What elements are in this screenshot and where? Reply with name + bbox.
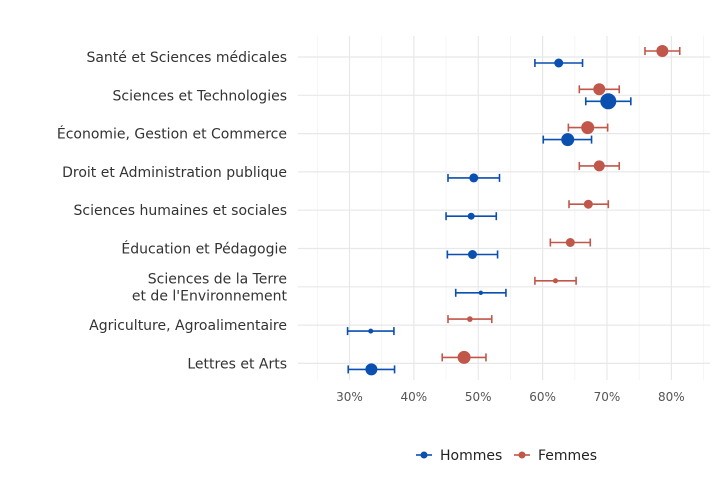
legend-item-femmes: Femmes <box>514 448 597 464</box>
data-point <box>656 45 669 57</box>
data-point <box>467 316 473 322</box>
data-point <box>554 58 564 68</box>
data-point <box>457 350 471 364</box>
data-point <box>365 363 378 376</box>
category-label: Sciences de la Terre <box>148 271 287 287</box>
data-point <box>583 199 593 209</box>
data-point <box>593 160 605 172</box>
category-label: Lettres et Arts <box>187 356 287 372</box>
data-point <box>581 121 595 135</box>
data-series <box>346 45 681 376</box>
category-label: Agriculture, Agroalimentaire <box>89 318 287 334</box>
category-label: Économie, Gestion et Commerce <box>57 126 287 143</box>
x-tick-label: 70% <box>594 390 621 404</box>
series-femmes <box>441 45 681 364</box>
legend-key-dot <box>420 451 428 459</box>
data-point <box>467 250 477 259</box>
series-hommes <box>346 58 632 376</box>
category-label: Santé et Sciences médicales <box>86 50 287 66</box>
category-labels: Santé et Sciences médicales Sciences et T… <box>57 50 288 372</box>
data-point <box>553 278 558 284</box>
legend-label: Hommes <box>440 448 502 464</box>
x-axis-tick-labels: 30% 40% 50% 60% 70% 80% <box>336 390 685 404</box>
legend-item-hommes: Hommes <box>416 448 502 464</box>
x-tick-label: 60% <box>529 390 556 404</box>
x-tick-label: 40% <box>401 390 428 404</box>
data-point <box>467 212 475 220</box>
legend-key-dot <box>518 451 526 459</box>
category-label: et de l'Environnement <box>132 288 288 304</box>
data-point <box>478 290 484 295</box>
legend-label: Femmes <box>538 448 597 464</box>
x-tick-label: 50% <box>465 390 492 404</box>
x-tick-label: 30% <box>336 390 363 404</box>
category-label: Droit et Administration publique <box>62 165 287 181</box>
data-point <box>600 93 617 110</box>
data-point <box>565 238 575 247</box>
category-label: Éducation et Pédagogie <box>121 241 287 258</box>
category-label: Sciences humaines et sociales <box>74 203 287 219</box>
data-point <box>561 133 575 147</box>
category-label: Sciences et Technologies <box>112 88 287 104</box>
data-point <box>469 173 479 183</box>
data-point <box>593 83 606 96</box>
x-tick-label: 80% <box>658 390 685 404</box>
grid-lines <box>298 36 710 380</box>
legend: Hommes Femmes <box>416 448 597 464</box>
data-point <box>368 328 374 334</box>
